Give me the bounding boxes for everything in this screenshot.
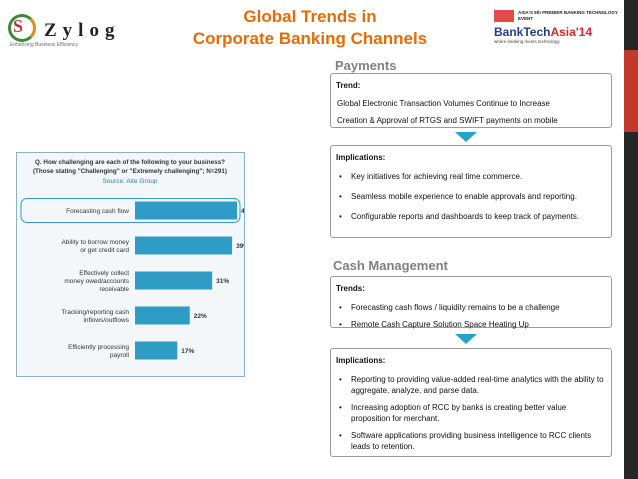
bar (135, 306, 190, 325)
implication-item: Increasing adoption of RCC by banks is c… (337, 402, 605, 424)
challenges-bar-chart: Q. How challenging are each of the follo… (16, 152, 254, 377)
implications-label: Implications: (336, 153, 386, 162)
value-label: 22% (194, 313, 207, 320)
highlight-box (20, 198, 241, 223)
logo-swirl-icon (8, 14, 36, 42)
chart-title: (Those stating "Challenging" or "Extreme… (33, 168, 227, 175)
implication-item: Configurable reports and dashboards to k… (337, 211, 605, 222)
trend-line: Creation & Approval of RTGS and SWIFT pa… (337, 116, 558, 125)
event-flag-icon (494, 10, 514, 22)
payments-implications-box: Implications: Key initiatives for achiev… (330, 145, 612, 238)
bar (135, 201, 238, 220)
event-tagline: where banking meets technology (494, 39, 560, 44)
cash-management-heading: Cash Management (333, 258, 448, 273)
trend-label: Trend: (336, 81, 361, 90)
value-label: 39% (236, 243, 244, 250)
bar (135, 236, 233, 255)
trends-label: Trends: (336, 284, 365, 293)
chart-title: Q. How challenging are each of the follo… (35, 159, 225, 166)
title-line-2: Corporate Banking Channels (192, 29, 428, 48)
sidebar-accent (624, 50, 638, 132)
trend-item: Remote Cash Capture Solution Space Heati… (337, 319, 605, 330)
category-label: money owed/accounts (64, 278, 129, 285)
category-label: Ability to borrow money (61, 239, 129, 246)
logo-wordmark: Zylog (44, 20, 121, 41)
category-label: receivable (99, 286, 129, 293)
category-label: or get credit card (80, 247, 129, 254)
implication-item: Key initiatives for achieving real time … (337, 171, 605, 182)
banktech-event-logo: ASIA'S 5th PREMIER BANKING TECHNOLOGY EV… (494, 10, 620, 50)
trend-item: Forecasting cash flows / liquidity remai… (337, 302, 605, 313)
value-label: 17% (181, 348, 194, 355)
down-arrow-icon (455, 132, 477, 142)
bar (135, 341, 178, 360)
category-label: Efficiently processing (68, 344, 129, 351)
category-label: Effectively collect (79, 270, 129, 277)
category-label: payroll (110, 352, 130, 359)
chart-svg: Q. How challenging are each of the follo… (20, 159, 254, 360)
category-label: Tracking/reporting cash (61, 309, 129, 316)
trend-line: Global Electronic Transaction Volumes Co… (337, 99, 551, 108)
zylog-logo: S Zylog Enhancing Business Efficiency (8, 14, 121, 48)
category-label: inflows/outflows (83, 317, 129, 324)
logo-tagline: Enhancing Business Efficiency (10, 42, 79, 48)
title-line-1: Global Trends in (243, 7, 377, 26)
event-supertitle: ASIA'S 5th PREMIER BANKING TECHNOLOGY EV… (518, 10, 618, 21)
slide-title: Global Trends in Corporate Banking Chann… (160, 6, 460, 50)
payments-trend-box: Trend: Global Electronic Transaction Vol… (330, 73, 612, 128)
implication-item: Seamless mobile experience to enable app… (337, 191, 605, 202)
category-label: Forecasting cash flow (66, 208, 129, 215)
event-name: BankTechAsia'14 (494, 25, 593, 39)
implications-label: Implications: (336, 356, 386, 365)
payments-heading: Payments (335, 58, 397, 73)
implication-item: Software applications providing business… (337, 430, 605, 452)
chart-source: Source: Aite Group (103, 178, 158, 185)
down-arrow-icon (455, 334, 477, 344)
value-label: 31% (216, 278, 229, 285)
value-label: 41% (241, 208, 244, 215)
right-sidebar-strip (624, 0, 638, 479)
bar (135, 271, 213, 290)
cash-trends-box: Trends: Forecasting cash flows / liquidi… (330, 276, 612, 330)
cash-implications-box: Implications: Reporting to providing val… (330, 348, 612, 457)
implication-item: Reporting to providing value-added real-… (337, 374, 605, 396)
